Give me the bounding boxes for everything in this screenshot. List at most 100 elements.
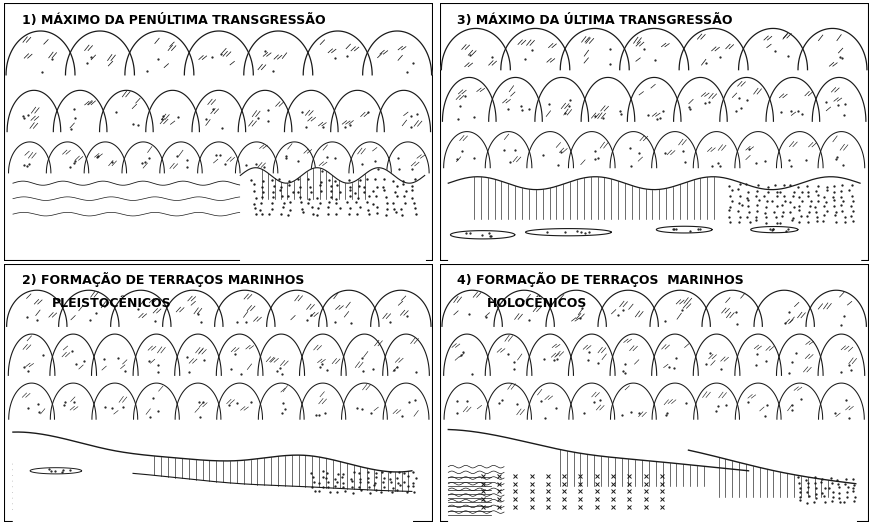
- Polygon shape: [776, 334, 823, 375]
- Polygon shape: [812, 78, 866, 121]
- Polygon shape: [6, 31, 75, 75]
- Polygon shape: [31, 468, 81, 474]
- Polygon shape: [162, 290, 223, 327]
- Polygon shape: [215, 290, 275, 327]
- Polygon shape: [125, 31, 194, 75]
- Polygon shape: [285, 90, 338, 132]
- Polygon shape: [720, 78, 773, 121]
- Polygon shape: [7, 90, 61, 132]
- Polygon shape: [568, 334, 615, 375]
- Polygon shape: [349, 142, 391, 173]
- Polygon shape: [751, 226, 798, 233]
- Polygon shape: [443, 78, 496, 121]
- Text: 1) MÁXIMO DA PENÚLTIMA TRANSGRESSÃO: 1) MÁXIMO DA PENÚLTIMA TRANSGRESSÃO: [22, 14, 325, 27]
- Polygon shape: [442, 290, 502, 327]
- Polygon shape: [650, 290, 711, 327]
- Polygon shape: [175, 334, 222, 375]
- Polygon shape: [303, 31, 372, 75]
- Polygon shape: [442, 28, 511, 70]
- Polygon shape: [656, 226, 712, 233]
- Polygon shape: [122, 142, 164, 173]
- Polygon shape: [485, 383, 532, 419]
- Polygon shape: [51, 383, 96, 419]
- Polygon shape: [236, 142, 278, 173]
- Text: PLEISTOCÊNICOS: PLEISTOCÊNICOS: [52, 297, 171, 310]
- Polygon shape: [766, 78, 820, 121]
- Text: 4) FORMAÇÃO DE TERRAÇOS  MARINHOS: 4) FORMAÇÃO DE TERRAÇOS MARINHOS: [457, 272, 744, 287]
- Polygon shape: [299, 334, 346, 375]
- Polygon shape: [258, 383, 304, 419]
- Polygon shape: [133, 334, 180, 375]
- Polygon shape: [217, 383, 263, 419]
- Polygon shape: [192, 90, 245, 132]
- Polygon shape: [693, 334, 740, 375]
- Polygon shape: [489, 78, 542, 121]
- Polygon shape: [485, 132, 532, 167]
- Polygon shape: [679, 28, 748, 70]
- Polygon shape: [258, 334, 305, 375]
- Polygon shape: [377, 90, 430, 132]
- Polygon shape: [806, 290, 866, 327]
- Polygon shape: [244, 31, 313, 75]
- Polygon shape: [134, 383, 179, 419]
- Polygon shape: [546, 290, 607, 327]
- Polygon shape: [197, 142, 240, 173]
- Polygon shape: [444, 383, 490, 419]
- Polygon shape: [7, 290, 67, 327]
- Polygon shape: [610, 383, 656, 419]
- Polygon shape: [100, 90, 153, 132]
- Polygon shape: [694, 383, 739, 419]
- Polygon shape: [184, 31, 253, 75]
- Polygon shape: [568, 132, 615, 167]
- Polygon shape: [266, 290, 327, 327]
- Polygon shape: [319, 290, 379, 327]
- Polygon shape: [217, 334, 263, 375]
- Text: 3) MÁXIMO DA ÚLTIMA TRANSGRESSÃO: 3) MÁXIMO DA ÚLTIMA TRANSGRESSÃO: [457, 14, 732, 27]
- Polygon shape: [693, 132, 740, 167]
- Polygon shape: [382, 334, 430, 375]
- Polygon shape: [58, 290, 119, 327]
- Polygon shape: [387, 142, 430, 173]
- Polygon shape: [776, 132, 823, 167]
- Polygon shape: [527, 132, 574, 167]
- Text: 2) FORMAÇÃO DE TERRAÇOS MARINHOS: 2) FORMAÇÃO DE TERRAÇOS MARINHOS: [22, 272, 304, 287]
- Polygon shape: [111, 290, 171, 327]
- Polygon shape: [9, 142, 51, 173]
- Polygon shape: [450, 230, 515, 239]
- Polygon shape: [311, 142, 354, 173]
- Polygon shape: [501, 28, 570, 70]
- Polygon shape: [674, 78, 727, 121]
- Text: HOLOCÊNICOS: HOLOCÊNICOS: [487, 297, 588, 310]
- Polygon shape: [383, 383, 429, 419]
- Polygon shape: [362, 31, 431, 75]
- Polygon shape: [652, 383, 698, 419]
- Polygon shape: [84, 142, 127, 173]
- Polygon shape: [146, 90, 199, 132]
- Polygon shape: [527, 334, 574, 375]
- Polygon shape: [238, 90, 292, 132]
- Polygon shape: [651, 334, 698, 375]
- Polygon shape: [526, 228, 611, 236]
- Polygon shape: [443, 132, 491, 167]
- Polygon shape: [569, 383, 615, 419]
- Polygon shape: [300, 383, 346, 419]
- Polygon shape: [65, 31, 134, 75]
- Polygon shape: [610, 132, 656, 167]
- Polygon shape: [92, 383, 138, 419]
- Polygon shape: [819, 383, 864, 419]
- Polygon shape: [273, 142, 316, 173]
- Polygon shape: [651, 132, 698, 167]
- Polygon shape: [739, 28, 808, 70]
- Polygon shape: [581, 78, 635, 121]
- Polygon shape: [527, 383, 573, 419]
- Polygon shape: [754, 290, 815, 327]
- Polygon shape: [46, 142, 89, 173]
- Polygon shape: [53, 90, 107, 132]
- Polygon shape: [735, 383, 781, 419]
- Polygon shape: [628, 78, 681, 121]
- Polygon shape: [443, 334, 491, 375]
- Polygon shape: [485, 334, 532, 375]
- Polygon shape: [818, 132, 864, 167]
- Polygon shape: [777, 383, 822, 419]
- Polygon shape: [535, 78, 588, 121]
